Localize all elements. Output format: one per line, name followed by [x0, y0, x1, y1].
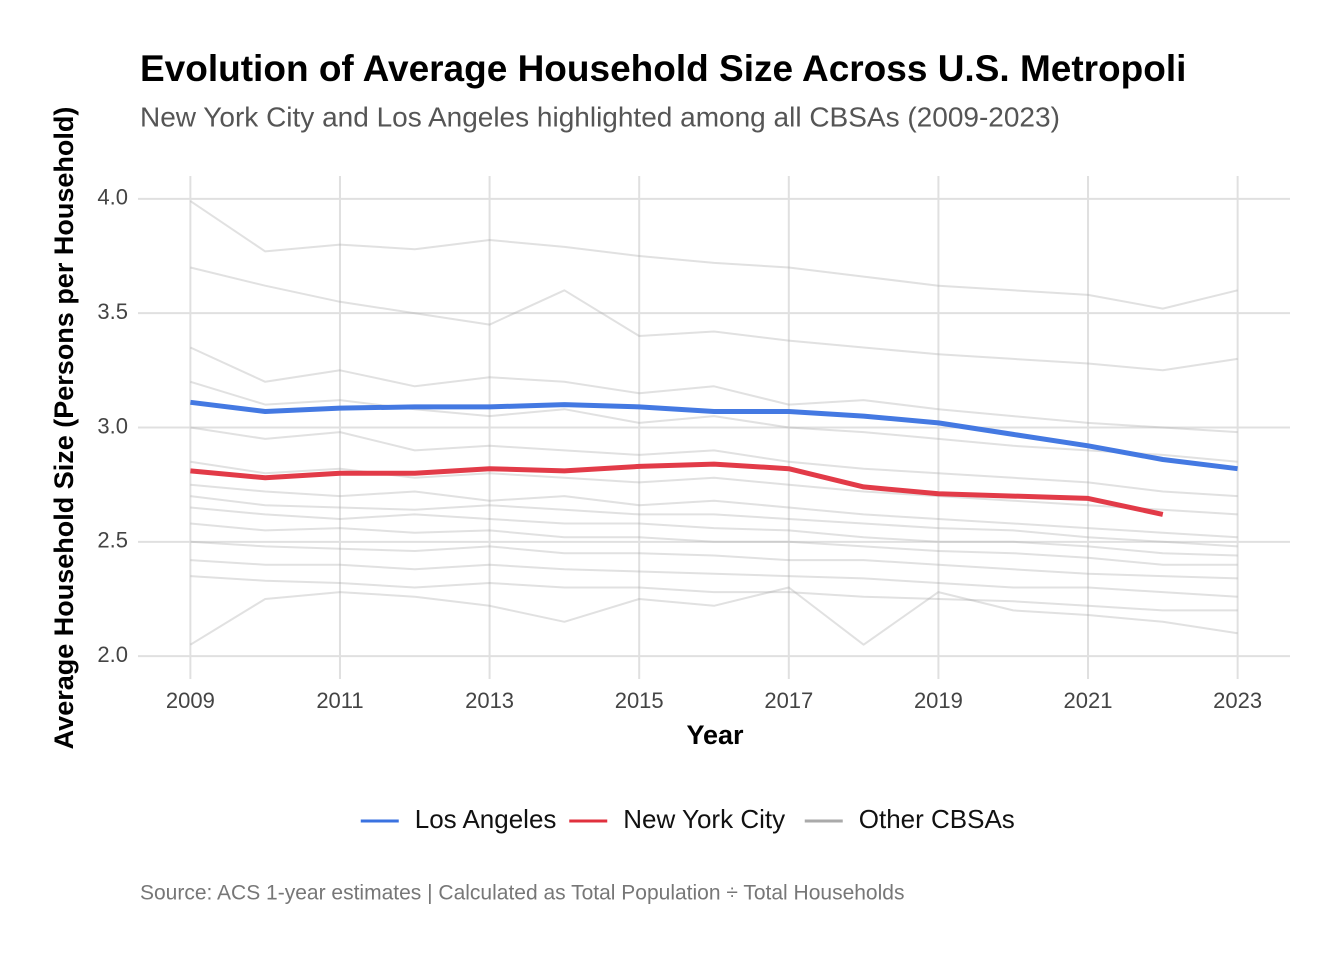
series-line	[190, 266, 1238, 372]
series-line	[190, 559, 1238, 598]
x-tick-label: 2009	[166, 688, 215, 713]
y-tick-label: 2.5	[97, 528, 128, 553]
y-axis-title: Average Household Size (Persons per Hous…	[49, 107, 79, 750]
legend-label: Los Angeles	[415, 804, 557, 834]
series-line	[189, 200, 1238, 310]
x-tick-label: 2013	[465, 688, 514, 713]
series-line	[189, 586, 1238, 646]
series-line	[190, 506, 1238, 557]
x-tick-label: 2011	[316, 688, 363, 713]
caption: Source: ACS 1-year estimates | Calculate…	[140, 882, 904, 905]
y-tick-label: 2.0	[97, 642, 128, 667]
legend-label: Other CBSAs	[859, 804, 1015, 834]
x-tick-label: 2019	[914, 688, 963, 713]
series-line	[190, 460, 1238, 516]
series-line	[190, 540, 1238, 580]
series-line	[190, 522, 1238, 566]
y-tick-label: 3.5	[97, 299, 128, 324]
x-tick-label: 2021	[1064, 688, 1113, 713]
series-line	[190, 461, 1164, 517]
series-line	[190, 575, 1238, 612]
series-line	[189, 346, 1238, 434]
y-tick-label: 4.0	[97, 185, 128, 210]
legend-label: New York City	[623, 804, 785, 834]
chart-subtitle: New York City and Los Angeles highlighte…	[140, 101, 1060, 132]
series-line	[190, 495, 1238, 548]
x-tick-label: 2015	[615, 688, 664, 713]
series-line	[190, 380, 1238, 463]
x-axis-title: Year	[686, 720, 744, 750]
chart-title: Evolution of Average Household Size Acro…	[140, 48, 1186, 89]
x-tick-label: 2023	[1213, 688, 1262, 713]
series-line	[190, 399, 1238, 472]
series-line	[190, 483, 1238, 539]
y-tick-label: 3.0	[97, 413, 128, 438]
x-tick-label: 2017	[764, 688, 813, 713]
series-line	[190, 426, 1238, 498]
